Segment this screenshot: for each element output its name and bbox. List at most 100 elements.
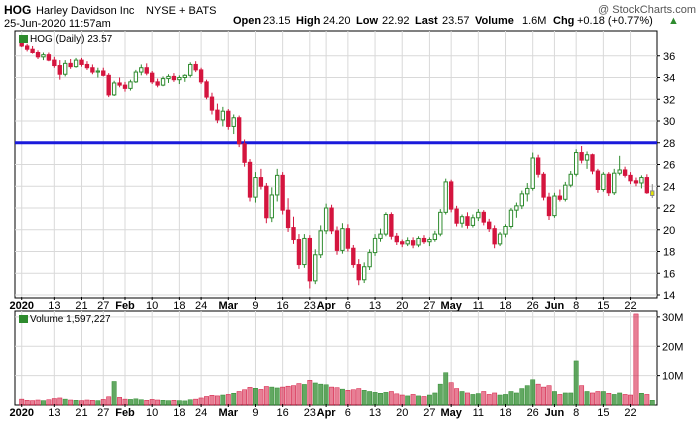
volume-bar bbox=[372, 392, 378, 406]
candle-body bbox=[628, 174, 633, 182]
volume-bar bbox=[557, 394, 563, 406]
candle-body bbox=[568, 173, 573, 186]
price-x-tick-label: 13 bbox=[369, 300, 381, 312]
volume-bar bbox=[595, 391, 601, 406]
volume-bar bbox=[421, 396, 427, 406]
volume-x-tick-label: Jun bbox=[545, 407, 565, 419]
volume-bar bbox=[443, 372, 449, 406]
volume-bar bbox=[486, 394, 492, 406]
volume-x-tick-label: 21 bbox=[75, 407, 87, 419]
volume-x-tick-label: 18 bbox=[173, 407, 185, 419]
candle-body bbox=[198, 69, 204, 83]
volume-bar bbox=[166, 400, 171, 406]
low-value: 22.92 bbox=[382, 15, 410, 27]
high-label: High bbox=[296, 15, 321, 27]
candle-body bbox=[459, 216, 465, 224]
volume-bar bbox=[399, 394, 405, 406]
candle-body bbox=[367, 252, 372, 268]
low-label: Low bbox=[356, 15, 378, 27]
candle-body bbox=[584, 154, 590, 161]
volume-bar bbox=[350, 389, 356, 406]
candle-body bbox=[541, 173, 546, 198]
volume-bar bbox=[622, 394, 628, 406]
volume-bar bbox=[340, 388, 345, 406]
price-tick-label: 28 bbox=[663, 138, 675, 150]
candle-body bbox=[68, 62, 73, 68]
volume-bar bbox=[454, 388, 460, 406]
candle-body bbox=[579, 152, 584, 161]
volume-bar bbox=[285, 385, 291, 406]
candle-body bbox=[519, 193, 525, 207]
candle-body bbox=[35, 51, 41, 58]
volume-bar bbox=[258, 389, 264, 406]
volume-bar bbox=[410, 394, 416, 406]
volume-x-tick-label: 15 bbox=[597, 407, 609, 419]
candle-body bbox=[269, 194, 274, 219]
volume-bar bbox=[644, 394, 650, 406]
candle-body bbox=[144, 67, 149, 74]
candle-body bbox=[535, 157, 541, 175]
candle-body bbox=[242, 143, 247, 163]
volume-bar bbox=[236, 391, 242, 406]
candle-body bbox=[492, 228, 497, 245]
quote-datetime: 25-Jun-2020 11:57am bbox=[4, 18, 111, 30]
volume-x-tick-label: 23 bbox=[304, 407, 316, 419]
volume-x-tick-label: 13 bbox=[48, 407, 60, 419]
candle-body bbox=[514, 205, 519, 211]
volume-bar bbox=[535, 383, 541, 406]
price-legend: HOG (Daily) 23.57 bbox=[30, 34, 113, 45]
price-x-tick-label: Feb bbox=[115, 300, 135, 312]
candle-body bbox=[90, 67, 95, 73]
candle-body bbox=[552, 195, 557, 217]
candle-body bbox=[612, 172, 617, 194]
company-name: Harley Davidson Inc bbox=[36, 5, 135, 17]
candle-body bbox=[79, 59, 84, 65]
volume-bar bbox=[546, 385, 552, 406]
volume-bar bbox=[323, 384, 329, 406]
volume-bar bbox=[291, 385, 296, 406]
price-y-axis: 14 16 18 20 22 24 26 28 30 32 34 36 bbox=[657, 51, 675, 302]
candle-body bbox=[84, 63, 90, 69]
volume-bar bbox=[513, 392, 519, 406]
candle-body bbox=[41, 54, 46, 58]
candle-body bbox=[476, 211, 481, 219]
candle-body bbox=[111, 82, 117, 96]
candle-body bbox=[226, 110, 231, 127]
volume-bar bbox=[182, 400, 188, 406]
volume-bar bbox=[508, 391, 514, 406]
volume-bar bbox=[220, 394, 226, 406]
volume-bar bbox=[475, 393, 481, 406]
volume-legend-swatch bbox=[19, 315, 28, 323]
volume-bar bbox=[214, 395, 220, 406]
candle-body bbox=[454, 208, 459, 224]
volume-bar bbox=[138, 399, 144, 406]
volume-tick-label: 10M bbox=[662, 371, 683, 383]
candle-body bbox=[421, 237, 427, 243]
volume-bar bbox=[492, 392, 498, 406]
price-x-tick-label: 2020 bbox=[9, 300, 33, 312]
candle-body bbox=[209, 96, 215, 111]
volume-bar bbox=[296, 383, 302, 406]
candle-body bbox=[231, 117, 236, 127]
volume-bar bbox=[633, 313, 639, 406]
last-value: 23.57 bbox=[442, 15, 470, 27]
candle-body bbox=[573, 152, 579, 175]
candle-body bbox=[622, 169, 628, 176]
chg-up-arrow-icon: ▲ bbox=[668, 15, 679, 27]
candle-body bbox=[275, 174, 280, 196]
volume-x-tick-label: 8 bbox=[573, 407, 579, 419]
price-tick-label: 30 bbox=[663, 116, 675, 128]
candle-body bbox=[133, 71, 139, 83]
candle-body bbox=[95, 70, 101, 73]
volume-x-tick-label: 10 bbox=[146, 407, 158, 419]
candle-body bbox=[128, 81, 133, 89]
candle-body bbox=[318, 230, 323, 256]
volume-bar bbox=[465, 392, 470, 406]
volume-bar bbox=[426, 394, 432, 406]
volume-bar bbox=[274, 387, 280, 406]
candle-body bbox=[329, 207, 334, 232]
candle-body bbox=[606, 173, 611, 194]
volume-bar bbox=[530, 379, 536, 406]
watermark: @ StockCharts.com bbox=[598, 4, 696, 16]
volume-bar bbox=[356, 388, 362, 406]
